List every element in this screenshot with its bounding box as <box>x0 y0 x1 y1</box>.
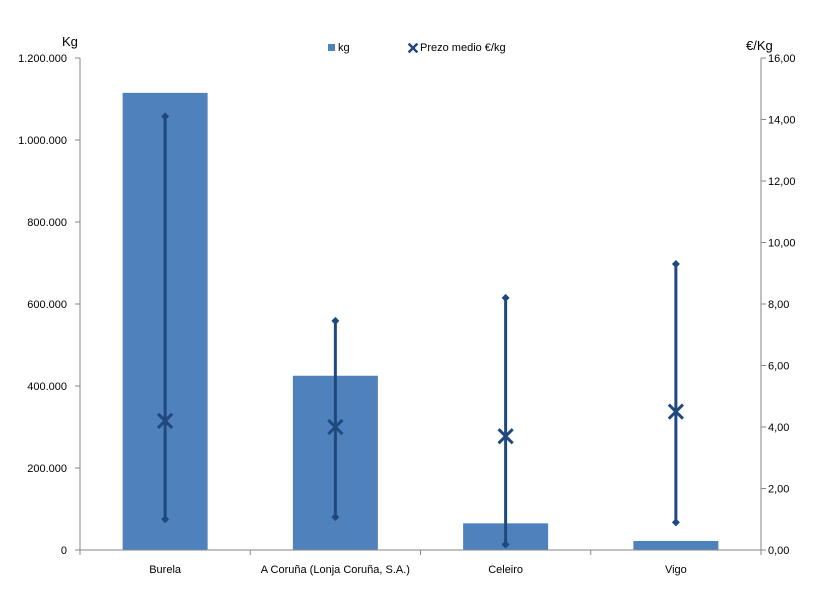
right-tick-label-3: 6,00 <box>768 361 789 373</box>
axes-layer <box>75 57 766 555</box>
legend-bar-swatch <box>328 44 335 51</box>
right-tick-label-1: 2,00 <box>768 484 789 496</box>
price-mean-marker-0 <box>157 412 174 429</box>
price-mean-marker-3 <box>667 403 684 420</box>
price-mean-marker-3-stroke-b <box>667 403 684 420</box>
category-label-0: Burela <box>149 564 182 576</box>
labels-layer: 0 200.000 400.000 600.000 800.000 1.000.000 1.… <box>18 53 795 576</box>
price-max-marker-1 <box>331 316 340 325</box>
price-mean-marker-1-stroke-b <box>327 418 344 436</box>
category-label-1: A Coruña (Lonja Coruña, S.A.) <box>261 564 410 576</box>
left-axis-unit-label: Kg <box>62 34 78 49</box>
left-tick-label-4: 800.000 <box>27 217 67 229</box>
price-min-marker-2 <box>501 540 510 549</box>
right-axis-unit-label: €/Kg <box>746 38 773 53</box>
left-tick-label-5: 1.000.000 <box>18 135 67 147</box>
right-tick-label-7: 14,00 <box>768 115 796 127</box>
markers-layer <box>157 112 684 549</box>
bars-layer <box>122 92 719 550</box>
left-tick-label-6: 1.200.000 <box>18 53 67 65</box>
right-tick-label-8: 16,00 <box>768 53 796 65</box>
category-label-3: Vigo <box>665 564 687 576</box>
legend-price-marker-icon <box>407 42 419 54</box>
legend-price-x-stroke-b <box>407 42 419 54</box>
right-tick-label-4: 8,00 <box>768 299 789 311</box>
price-min-marker-0 <box>161 515 170 524</box>
legend: kg Prezo medio €/kg <box>328 42 506 54</box>
price-max-marker-3 <box>671 260 680 269</box>
legend-kg-label: kg <box>338 42 350 54</box>
right-tick-label-0: 0,00 <box>768 545 789 557</box>
right-tick-label-2: 4,00 <box>768 422 789 434</box>
right-tick-label-5: 10,00 <box>768 238 796 250</box>
price-mean-marker-2 <box>497 428 514 445</box>
price-min-marker-1 <box>331 513 340 522</box>
bar-3 <box>633 540 719 550</box>
price-mean-marker-2-stroke-b <box>497 428 514 445</box>
price-max-marker-2 <box>501 293 510 302</box>
left-tick-label-0: 0 <box>61 545 67 557</box>
right-tick-label-6: 12,00 <box>768 176 796 188</box>
left-tick-label-2: 400.000 <box>27 381 67 393</box>
legend-price-x <box>407 42 419 54</box>
price-mean-marker-0-stroke-b <box>157 412 174 429</box>
legend-price-label: Prezo medio €/kg <box>420 42 506 54</box>
category-label-2: Celeiro <box>488 564 523 576</box>
price-min-marker-3 <box>671 518 680 527</box>
price-max-marker-0 <box>161 112 170 121</box>
price-mean-marker-1 <box>327 418 344 436</box>
left-tick-label-1: 200.000 <box>27 463 67 475</box>
left-tick-label-3: 600.000 <box>27 299 67 311</box>
